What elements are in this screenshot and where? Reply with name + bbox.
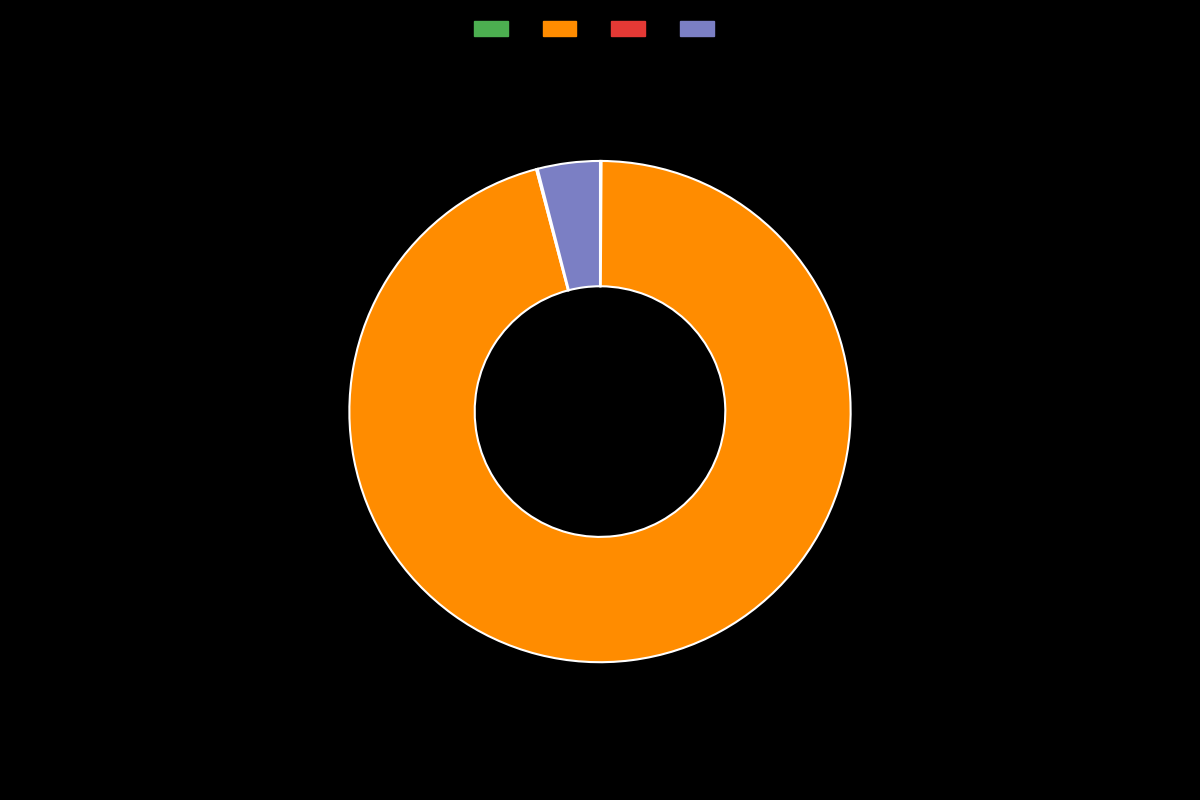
Legend: , , , : , , , [468,15,732,42]
Wedge shape [536,169,569,290]
Wedge shape [349,161,851,662]
Wedge shape [538,161,600,290]
Wedge shape [600,161,601,286]
